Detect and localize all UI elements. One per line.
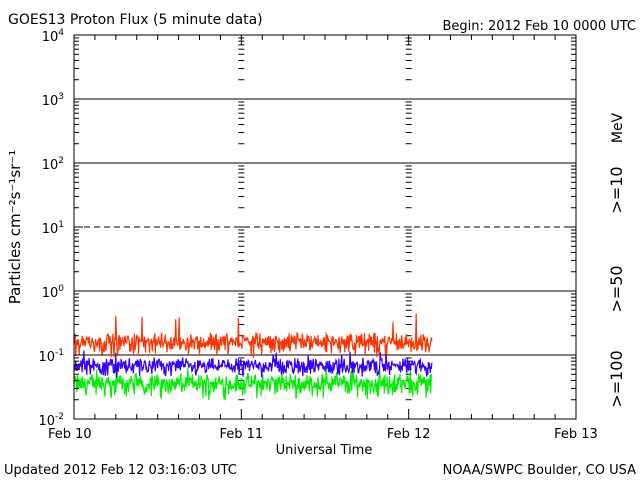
- begin-time: Begin: 2012 Feb 10 0000 UTC: [442, 19, 636, 34]
- series-line: [73, 350, 433, 378]
- legend-gte50: >=50: [607, 265, 626, 312]
- y-axis-label: Particles cm⁻²s⁻¹sr⁻¹: [6, 150, 24, 304]
- chart-title: GOES13 Proton Flux (5 minute data): [8, 12, 263, 28]
- credit-line: NOAA/SWPC Boulder, CO USA: [443, 463, 636, 478]
- x-axis-ticks: Feb 10 Feb 11 Feb 12 Feb 13: [48, 35, 598, 442]
- x-axis-label: Universal Time: [276, 443, 373, 458]
- x-tick-label: Feb 10: [48, 427, 92, 442]
- y-axis-ticks: 104 103 102 101 100 10-1 10-2: [38, 28, 576, 429]
- series-layer: [73, 313, 433, 401]
- y-tick-label: 10-1: [38, 348, 64, 365]
- x-tick-label: Feb 12: [387, 427, 431, 442]
- y-tick-label: 104: [42, 28, 65, 45]
- series-line: [73, 367, 433, 401]
- legend-gte100: >=100: [607, 350, 626, 407]
- series-line: [73, 313, 433, 359]
- updated-timestamp: Updated 2012 Feb 12 03:16:03 UTC: [4, 463, 237, 478]
- legend-gte10: >=10: [607, 166, 626, 213]
- y-tick-label: 10-2: [38, 412, 64, 429]
- chart-grid: [74, 37, 576, 420]
- y-tick-label: 101: [42, 220, 64, 237]
- x-tick-label: Feb 13: [554, 427, 598, 442]
- y-tick-label: 102: [42, 156, 64, 173]
- units-label: MeV: [610, 112, 626, 143]
- y-tick-label: 103: [42, 92, 64, 109]
- y-tick-label: 100: [42, 284, 65, 301]
- x-tick-label: Feb 11: [219, 427, 263, 442]
